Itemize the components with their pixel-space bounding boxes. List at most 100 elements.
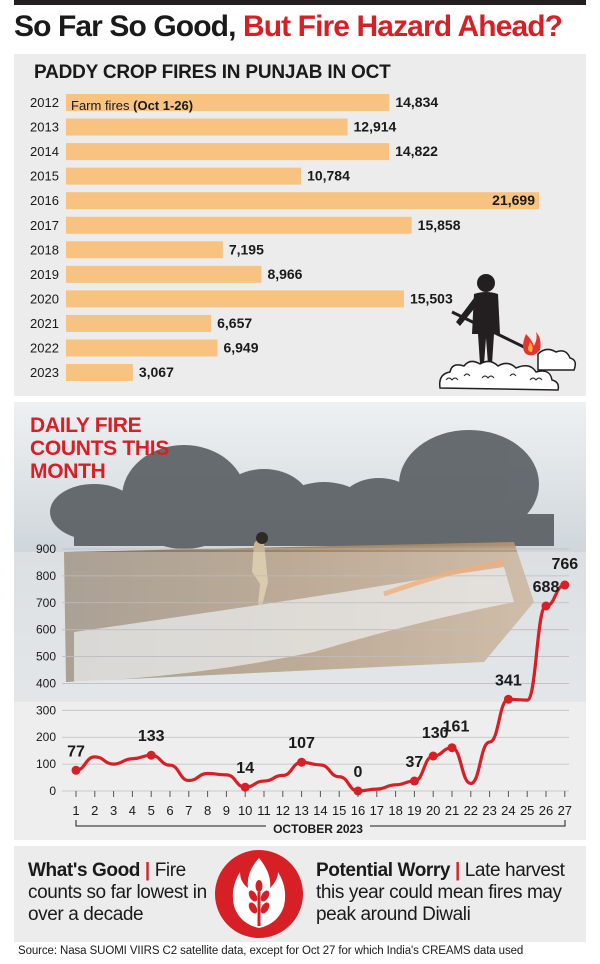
x-tick-label: 25 xyxy=(520,803,534,818)
x-tick-label: 7 xyxy=(185,803,192,818)
x-tick-label: 23 xyxy=(482,803,496,818)
x-tick-label: 24 xyxy=(501,803,515,818)
bar-value-label: 6,657 xyxy=(217,315,252,331)
x-tick-label: 11 xyxy=(257,803,271,818)
bar xyxy=(66,143,390,161)
data-point xyxy=(560,580,570,590)
headline-part2: But Fire Hazard Ahead? xyxy=(242,10,563,43)
x-tick-label: 20 xyxy=(426,803,440,818)
data-point xyxy=(240,782,250,792)
bar-year-label: 2021 xyxy=(30,316,59,331)
top-rule xyxy=(14,0,586,5)
line-chart-title: DAILY FIRE COUNTS THIS MONTH xyxy=(30,414,170,483)
bar-chart-title: PADDY CROP FIRES IN PUNJAB IN OCT xyxy=(34,62,391,83)
bar xyxy=(66,192,539,210)
potential-worry-note: Potential Worry | Late harvest this year… xyxy=(316,860,565,925)
x-tick-label: 26 xyxy=(539,803,553,818)
x-tick-label: 27 xyxy=(558,803,572,818)
bar-year-label: 2018 xyxy=(30,242,59,257)
y-tick-label: 700 xyxy=(36,596,56,610)
x-tick-label: 15 xyxy=(332,803,346,818)
y-tick-label: 0 xyxy=(49,784,56,798)
fire-wheat-icon xyxy=(215,850,303,938)
data-point xyxy=(447,743,457,753)
data-label: 77 xyxy=(67,743,85,760)
x-tick-label: 8 xyxy=(204,803,211,818)
source-note: Source: Nasa SUOMI VIIRS C2 satellite da… xyxy=(18,945,524,957)
bar-year-label: 2016 xyxy=(30,193,59,208)
data-point xyxy=(428,751,438,761)
data-point xyxy=(541,601,551,611)
bar-value-label: 7,195 xyxy=(229,241,264,257)
x-tick-label: 21 xyxy=(445,803,459,818)
bar xyxy=(66,290,404,308)
x-tick-label: 5 xyxy=(148,803,155,818)
x-tick-label: 17 xyxy=(370,803,384,818)
x-tick-label: 10 xyxy=(238,803,252,818)
bar-year-label: 2015 xyxy=(30,169,59,184)
y-tick-label: 300 xyxy=(36,703,56,717)
line-chart-panel: DAILY FIRE COUNTS THIS MONTH 0 100 200 300 4… xyxy=(14,402,586,840)
bar xyxy=(66,167,302,185)
bar-value-label: 14,834 xyxy=(395,94,438,110)
data-label: 14 xyxy=(236,760,254,777)
takeaways-panel: What's Good | Fire counts so far lowest … xyxy=(14,846,586,942)
data-label: 161 xyxy=(443,719,470,736)
x-tick-label: 6 xyxy=(166,803,173,818)
bar-year-label: 2014 xyxy=(30,144,59,159)
bar-year-label: 2013 xyxy=(30,120,59,135)
data-point xyxy=(146,750,156,760)
data-point xyxy=(409,776,419,786)
bar-value-label: 10,784 xyxy=(307,168,350,184)
bar-year-label: 2017 xyxy=(30,218,59,233)
bar-chart: 2012 14,834 2013 12,914 2014 14,822 2015 10,784… xyxy=(30,94,577,391)
bar-year-label: 2019 xyxy=(30,267,59,282)
data-label: 766 xyxy=(551,556,578,573)
y-tick-label: 800 xyxy=(36,569,56,583)
data-point xyxy=(71,765,81,775)
x-tick-label: 13 xyxy=(294,803,308,818)
whats-good-note: What's Good | Fire counts so far lowest … xyxy=(28,860,207,925)
series-line xyxy=(75,583,566,793)
bar-legend-label: Farm fires (Oct 1-26) xyxy=(71,98,193,113)
page-title: So Far So Good, But Fire Hazard Ahead? xyxy=(14,10,590,44)
bar xyxy=(66,94,390,111)
bar-year-label: 2020 xyxy=(30,291,59,306)
farmer-burning-stubble-icon xyxy=(438,274,577,391)
x-tick-label: 1 xyxy=(72,803,79,818)
y-tick-label: 500 xyxy=(36,650,56,664)
x-tick-label: 12 xyxy=(276,803,290,818)
bar xyxy=(66,314,212,332)
bar-value-label: 3,067 xyxy=(139,364,174,380)
x-axis-label-bg xyxy=(266,821,370,835)
data-label: 133 xyxy=(138,728,165,745)
y-tick-label: 900 xyxy=(36,542,56,556)
bar-value-label: 21,699 xyxy=(492,192,535,208)
data-label: 0 xyxy=(354,764,363,781)
y-tick-label: 400 xyxy=(36,676,56,690)
data-label: 341 xyxy=(495,672,522,689)
bar xyxy=(66,364,133,382)
bar-value-label: 14,822 xyxy=(395,143,438,159)
x-tick-label: 9 xyxy=(223,803,230,818)
data-label: 107 xyxy=(288,735,315,752)
y-tick-label: 600 xyxy=(36,623,56,637)
x-axis-label: OCTOBER 2023 xyxy=(273,822,363,836)
headline-part1: So Far So Good, xyxy=(14,10,236,43)
x-tick-label: 19 xyxy=(407,803,421,818)
data-label: 688 xyxy=(533,579,560,596)
bar-year-label: 2022 xyxy=(30,341,59,356)
x-tick-label: 16 xyxy=(351,803,365,818)
data-label: 130 xyxy=(422,725,449,742)
bar xyxy=(66,216,412,234)
x-tick-label: 14 xyxy=(313,803,327,818)
bar xyxy=(66,265,262,283)
y-tick-label: 200 xyxy=(36,730,56,744)
bar xyxy=(66,339,218,357)
background-photo xyxy=(14,402,586,840)
x-tick-label: 22 xyxy=(464,803,478,818)
bar-year-label: 2012 xyxy=(30,95,59,110)
data-point xyxy=(503,694,513,704)
bar xyxy=(66,241,223,259)
